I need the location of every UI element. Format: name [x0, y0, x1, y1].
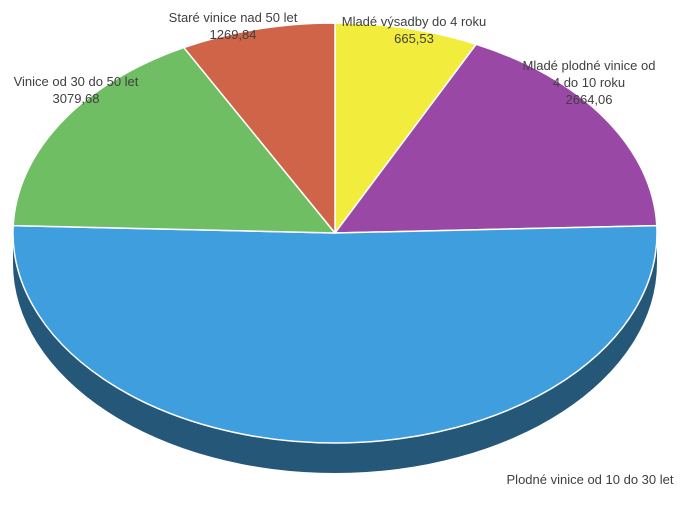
- slice-label-line-1-1: 4 do 10 roku: [553, 75, 625, 90]
- slice-value-3: 3079,68: [53, 91, 100, 106]
- slice-label-line-3-0: Vinice od 30 do 50 let: [14, 74, 139, 89]
- slice-label-4: Staré vinice nad 50 let 1269,84: [169, 10, 298, 42]
- slice-label-2: Plodné vinice od 10 do 30 let: [507, 472, 674, 487]
- slice-label-line-0-0: Mladé výsadby do 4 roku: [342, 14, 487, 29]
- slice-label-1: Mladé plodné vinice od 4 do 10 roku 2664,0…: [523, 58, 656, 107]
- pie-slice-3: [12, 46, 336, 234]
- slice-value-4: 1269,84: [210, 27, 257, 42]
- pie-slice-0: [334, 22, 477, 234]
- slice-label-line-4-0: Staré vinice nad 50 let: [169, 10, 298, 25]
- pie-slice-4: [183, 22, 336, 234]
- pie-top-layer: [12, 22, 658, 444]
- slice-label-0: Mladé výsadby do 4 roku 665,53: [342, 14, 487, 46]
- slice-label-line-2-0: Plodné vinice od 10 do 30 let: [507, 472, 674, 487]
- pie-labels: Mladé výsadby do 4 roku 665,53 Mladé plodn…: [14, 10, 674, 487]
- slice-label-3: Vinice od 30 do 50 let 3079,68: [14, 74, 139, 106]
- slice-value-0: 665,53: [394, 31, 434, 46]
- pie-slice-1: [334, 43, 658, 234]
- slice-label-line-1-0: Mladé plodné vinice od: [523, 58, 656, 73]
- slice-value-1: 2664,06: [566, 92, 613, 107]
- pie-slice-2: [12, 224, 658, 444]
